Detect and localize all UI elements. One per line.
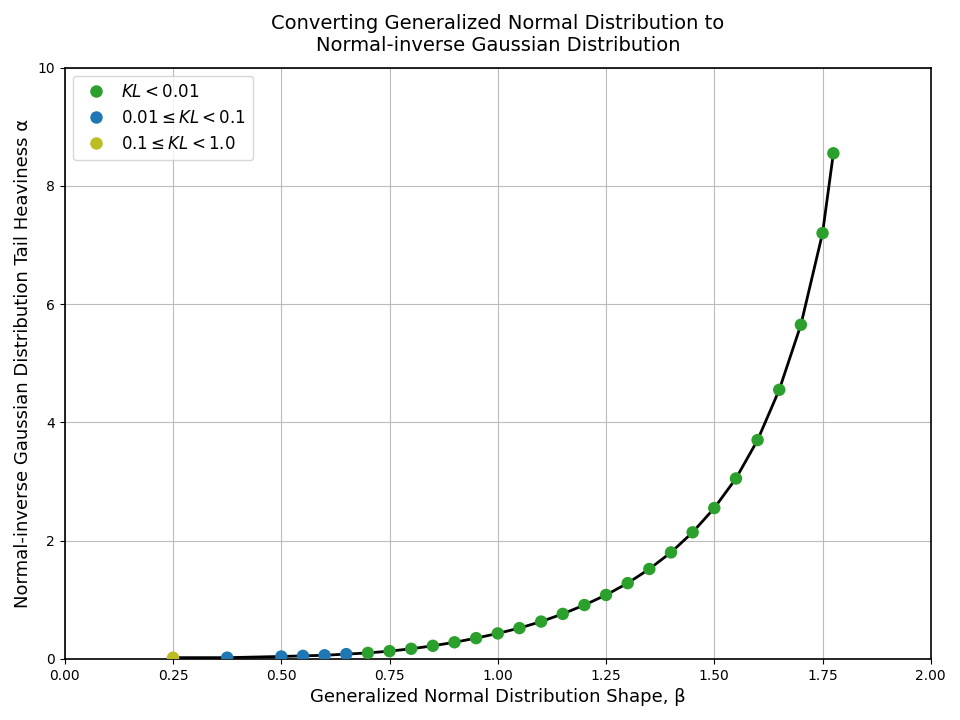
Point [339, 648, 354, 660]
Point [750, 434, 765, 446]
Point [826, 148, 841, 159]
Point [512, 622, 527, 634]
Point [641, 563, 657, 575]
Point [403, 643, 419, 654]
Point [620, 577, 636, 589]
Point [598, 589, 613, 600]
Point [534, 616, 549, 627]
Point [772, 384, 787, 395]
Point [317, 649, 332, 661]
Point [685, 526, 701, 538]
Point [663, 546, 679, 558]
Point [491, 628, 506, 639]
Point [382, 645, 397, 657]
Point [729, 473, 744, 485]
Point [425, 640, 441, 652]
Point [296, 650, 311, 662]
Point [274, 651, 289, 662]
Point [468, 632, 484, 644]
Point [707, 503, 722, 514]
Point [815, 228, 830, 239]
Point [165, 652, 180, 663]
Point [577, 599, 592, 611]
Legend: $\mathit{KL} < 0.01$, $0.01 \leq \mathit{KL} < 0.1$, $0.1 \leq \mathit{KL} < 1.0: $\mathit{KL} < 0.01$, $0.01 \leq \mathit… [73, 76, 253, 160]
Point [555, 608, 570, 620]
Y-axis label: Normal-inverse Gaussian Distribution Tail Heaviness α: Normal-inverse Gaussian Distribution Tai… [13, 119, 32, 608]
Point [446, 636, 462, 648]
Point [793, 319, 808, 330]
Point [360, 647, 375, 659]
X-axis label: Generalized Normal Distribution Shape, β: Generalized Normal Distribution Shape, β [310, 688, 685, 706]
Point [220, 652, 235, 663]
Title: Converting Generalized Normal Distribution to
Normal-inverse Gaussian Distributi: Converting Generalized Normal Distributi… [271, 14, 725, 55]
